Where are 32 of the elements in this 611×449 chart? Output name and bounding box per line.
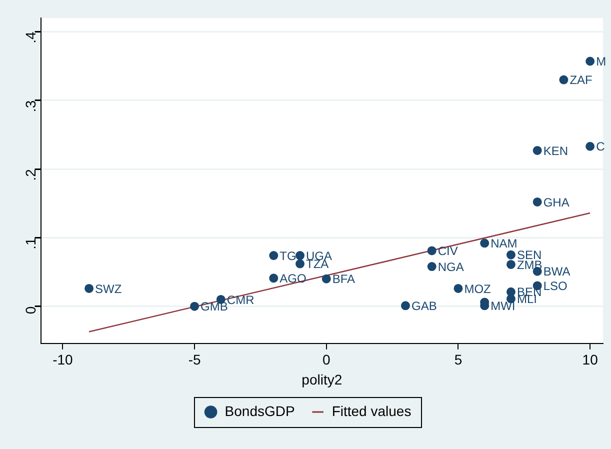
data-label: ZAF: [570, 73, 592, 88]
data-label: GAB: [411, 298, 437, 313]
data-label: LSO: [543, 279, 568, 294]
data-label: NGA: [438, 260, 464, 274]
x-tick-label: 0: [322, 352, 330, 368]
x-axis-title: polity2: [302, 371, 342, 388]
y-tick-label: .4: [22, 32, 39, 44]
y-tick-label: .1: [22, 237, 39, 250]
data-label: BFA: [332, 272, 356, 286]
y-tick-label: .3: [22, 100, 39, 112]
data-label: SWZ: [95, 282, 122, 296]
legend-label: BondsGDP: [224, 402, 295, 419]
data-label: CIV: [438, 244, 458, 258]
data-label: AGO: [280, 271, 306, 286]
data-label: M: [596, 54, 606, 69]
y-tick-label: 0: [22, 306, 39, 314]
x-tick-label: 10: [582, 352, 598, 368]
data-label: CMR: [226, 292, 255, 307]
y-tick-label: .2: [22, 168, 39, 181]
data-label: MWI: [490, 298, 516, 313]
data-label: GMB: [200, 300, 228, 314]
data-label: KEN: [543, 144, 568, 158]
data-label: BWA: [543, 264, 570, 279]
x-tick-label: -5: [188, 352, 201, 368]
data-label: TG: [280, 248, 296, 263]
data-label: MOZ: [464, 282, 491, 296]
legend-label: Fitted values: [332, 402, 412, 419]
x-tick-label: -10: [52, 352, 74, 368]
data-label: C: [596, 140, 606, 154]
data-label: NAM: [490, 236, 518, 250]
x-tick-label: 5: [454, 352, 462, 368]
data-label: GHA: [543, 195, 570, 210]
